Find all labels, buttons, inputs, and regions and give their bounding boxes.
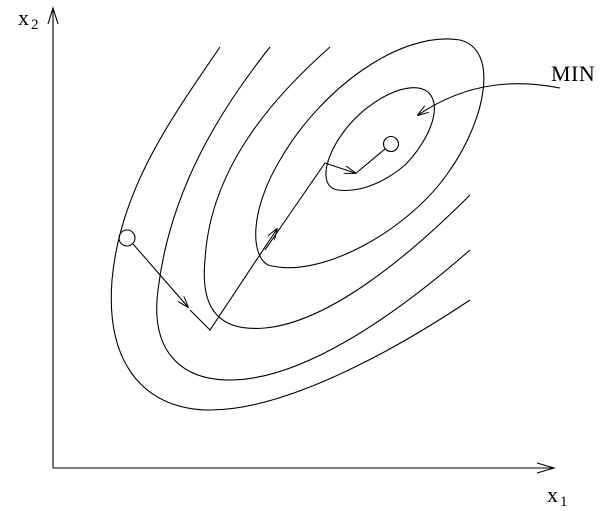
descent-step-1 xyxy=(133,244,188,307)
y-axis-arrowhead xyxy=(48,8,58,24)
descent-step-2 xyxy=(190,229,277,330)
contour-line-2 xyxy=(157,47,470,380)
descent-step-3 xyxy=(265,163,355,250)
start-point xyxy=(118,229,136,247)
contour-line-outer xyxy=(111,47,470,410)
minimum-label: MIN xyxy=(551,61,596,86)
descent-step-4 xyxy=(355,149,385,174)
contour-line-inner xyxy=(326,88,434,191)
minimum-point xyxy=(382,135,400,153)
x-axis-arrowhead xyxy=(537,463,554,473)
contour-line-3 xyxy=(204,47,470,328)
min-pointer-arrow xyxy=(418,84,560,115)
contour-line-4 xyxy=(256,39,484,268)
